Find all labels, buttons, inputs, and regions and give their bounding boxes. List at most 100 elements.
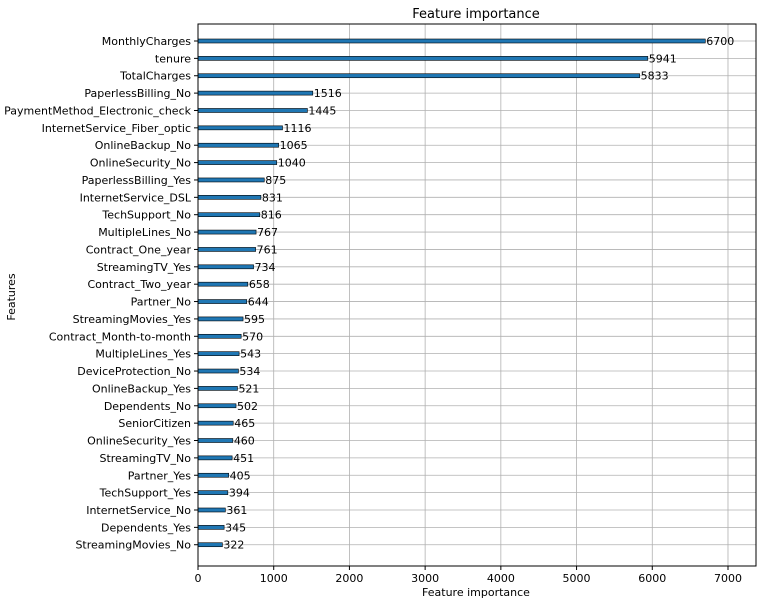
bar: [197, 525, 225, 530]
bar-value-label: 451: [233, 452, 254, 465]
y-axis-label: Features: [5, 273, 18, 321]
bar: [197, 56, 649, 61]
bar: [197, 247, 256, 252]
y-tick-label: StreamingTV_No: [99, 452, 191, 465]
y-tick-label: PaperlessBilling_No: [84, 87, 191, 100]
plot-frame: [197, 23, 757, 567]
axis-layer: 0 1000 2000 3000 4000 5000 6000 7000 MonthlyChar…: [4, 35, 742, 585]
bar-value-label: 658: [249, 278, 270, 291]
bar-value-label: 5833: [641, 70, 669, 83]
bar-value-label: 534: [239, 365, 260, 378]
y-tick-label: Contract_Two_year: [88, 278, 192, 291]
bar-value-label: 875: [265, 174, 286, 187]
bar-value-label: 1445: [308, 104, 336, 117]
bar-value-label: 521: [238, 382, 259, 395]
x-tick-label: 5000: [563, 572, 591, 585]
y-tick-label: Partner_Yes: [128, 469, 192, 482]
bar-value-label: 734: [255, 261, 276, 274]
bar-value-label: 767: [257, 226, 278, 239]
y-tick-label: Dependents_No: [104, 400, 191, 413]
x-tick-label: 1000: [260, 572, 288, 585]
y-tick-label: OnlineBackup_Yes: [92, 382, 191, 395]
bar-value-label: 1116: [283, 122, 311, 135]
bar: [197, 281, 249, 287]
bar: [197, 142, 279, 148]
bar-value-label: 1040: [278, 157, 306, 170]
bar-value-label: 345: [225, 521, 246, 534]
bar: [197, 351, 240, 356]
x-tick-label: 7000: [714, 572, 742, 585]
y-tick-label: Dependents_Yes: [101, 521, 191, 534]
bar: [197, 403, 237, 409]
y-tick-label: TechSupport_No: [101, 209, 191, 222]
bar: [197, 38, 706, 44]
y-tick-label: InternetService_DSL: [80, 191, 192, 204]
bar: [197, 264, 254, 270]
y-tick-label: OnlineSecurity_Yes: [87, 435, 191, 448]
y-tick-label: OnlineBackup_No: [95, 139, 192, 152]
chart-title: Feature importance: [412, 7, 540, 22]
y-tick-label: StreamingTV_Yes: [97, 261, 192, 274]
bar-value-label: 465: [234, 417, 255, 430]
bar: [197, 212, 261, 217]
x-tick-label: 3000: [411, 572, 439, 585]
bar: [197, 125, 283, 131]
y-tick-label: MultipleLines_Yes: [95, 348, 191, 361]
bar-value-label: 460: [234, 435, 255, 448]
bar-value-label: 595: [244, 313, 265, 326]
bar-value-label: 644: [248, 296, 269, 309]
bar: [197, 229, 257, 235]
y-tick-label: TotalCharges: [119, 70, 191, 83]
bar-value-label: 361: [226, 504, 247, 517]
y-tick-label: SeniorCitizen: [118, 417, 191, 430]
bar: [197, 438, 234, 443]
bar-value-label: 761: [257, 243, 278, 256]
y-tick-label: PaperlessBilling_Yes: [82, 174, 192, 187]
bar: [197, 108, 308, 113]
bar-value-label: 543: [240, 348, 261, 361]
bar-value-label: 394: [229, 487, 250, 500]
x-axis-label: Feature importance: [422, 586, 530, 599]
bar: [197, 73, 640, 79]
bar-value-label: 405: [230, 469, 251, 482]
y-tick-label: TechSupport_Yes: [99, 487, 192, 500]
x-tick-label: 2000: [335, 572, 363, 585]
y-tick-label: StreamingMovies_Yes: [73, 313, 192, 326]
bar-value-label: 1516: [314, 87, 342, 100]
y-tick-label: tenure: [155, 52, 191, 65]
bar-value-label: 6700: [706, 35, 734, 48]
y-tick-label: OnlineSecurity_No: [90, 157, 191, 170]
bar-value-label: 816: [261, 209, 282, 222]
x-tick-label: 4000: [487, 572, 515, 585]
bar-value-label: 570: [242, 330, 263, 343]
bar: [197, 420, 234, 426]
bar: [197, 507, 226, 513]
bar: [197, 195, 262, 200]
bar-value-label: 1065: [280, 139, 308, 152]
bar: [197, 333, 242, 339]
bar: [197, 455, 233, 461]
bar-value-label: 502: [237, 400, 258, 413]
bar: [197, 299, 248, 304]
bar: [197, 542, 223, 548]
y-tick-label: MultipleLines_No: [98, 226, 191, 239]
y-tick-label: DeviceProtection_No: [77, 365, 191, 378]
y-tick-label: InternetService_No: [86, 504, 191, 517]
x-tick-label: 0: [195, 572, 202, 585]
bar-value-label: 322: [223, 539, 244, 552]
label-layer: 6700 5941 5833 1516 1445 1116 1065 1040 875 831 81…: [223, 35, 734, 552]
y-tick-label: InternetService_Fiber_optic: [42, 122, 191, 135]
y-tick-label: StreamingMovies_No: [75, 539, 191, 552]
y-tick-label: Partner_No: [131, 296, 192, 309]
y-tick-label: Contract_Month-to-month: [49, 330, 191, 343]
bar: [197, 490, 229, 495]
y-tick-label: MonthlyCharges: [102, 35, 192, 48]
bar: [197, 386, 238, 391]
y-tick-label: Contract_One_year: [86, 243, 192, 256]
bar: [197, 160, 278, 165]
bar-value-label: 831: [262, 191, 283, 204]
bar: [197, 177, 265, 183]
y-tick-label: PaymentMethod_Electronic_check: [4, 104, 191, 117]
